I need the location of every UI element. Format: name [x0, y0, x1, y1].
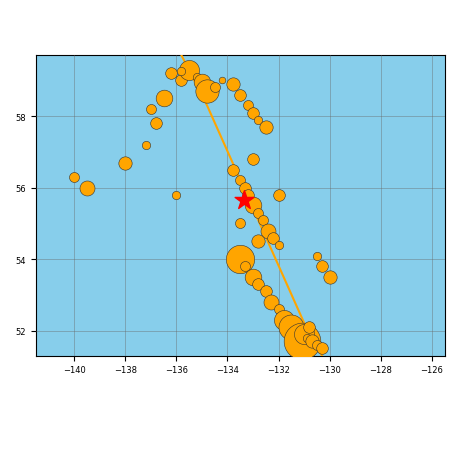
Point: [265, 227, 272, 235]
Point: [244, 102, 251, 110]
Point: [255, 117, 262, 124]
Point: [229, 81, 236, 88]
Point: [318, 263, 326, 270]
Point: [326, 274, 333, 281]
Point: [280, 317, 287, 324]
Point: [152, 120, 159, 128]
Point: [84, 184, 91, 192]
Point: [178, 69, 185, 76]
Point: [255, 209, 262, 217]
Point: [303, 334, 310, 342]
Point: [242, 263, 249, 270]
Point: [203, 88, 211, 95]
Point: [313, 341, 321, 349]
Point: [288, 324, 295, 331]
Point: [255, 238, 262, 245]
Point: [160, 95, 167, 103]
Point: [237, 177, 244, 185]
Point: [255, 281, 262, 288]
Point: [300, 331, 308, 338]
Point: [275, 306, 282, 313]
Point: [249, 274, 256, 281]
Point: [185, 67, 193, 74]
Point: [167, 70, 175, 78]
Point: [249, 156, 256, 163]
Point: [249, 110, 256, 117]
Point: [270, 234, 277, 242]
Point: [242, 184, 249, 192]
Point: [267, 299, 274, 306]
Point: [198, 79, 206, 87]
Point: [241, 197, 248, 204]
Point: [318, 345, 326, 352]
Point: [122, 160, 129, 167]
Point: [147, 106, 154, 113]
Point: [237, 92, 244, 99]
Point: [173, 192, 180, 199]
Point: [306, 324, 313, 331]
Point: [219, 77, 226, 85]
Point: [229, 167, 236, 174]
Point: [249, 202, 256, 210]
Point: [178, 77, 185, 85]
Point: [262, 124, 269, 131]
Point: [262, 288, 269, 295]
Point: [275, 192, 282, 199]
Point: [244, 192, 251, 199]
Point: [237, 256, 244, 263]
Point: [308, 338, 315, 345]
Point: [260, 217, 267, 224]
Point: [298, 338, 305, 345]
Point: [211, 85, 218, 92]
Point: [313, 252, 321, 260]
Point: [70, 174, 78, 181]
Point: [237, 220, 244, 228]
Point: [142, 142, 150, 149]
Point: [293, 331, 300, 338]
Point: [193, 74, 200, 81]
Point: [275, 242, 282, 249]
